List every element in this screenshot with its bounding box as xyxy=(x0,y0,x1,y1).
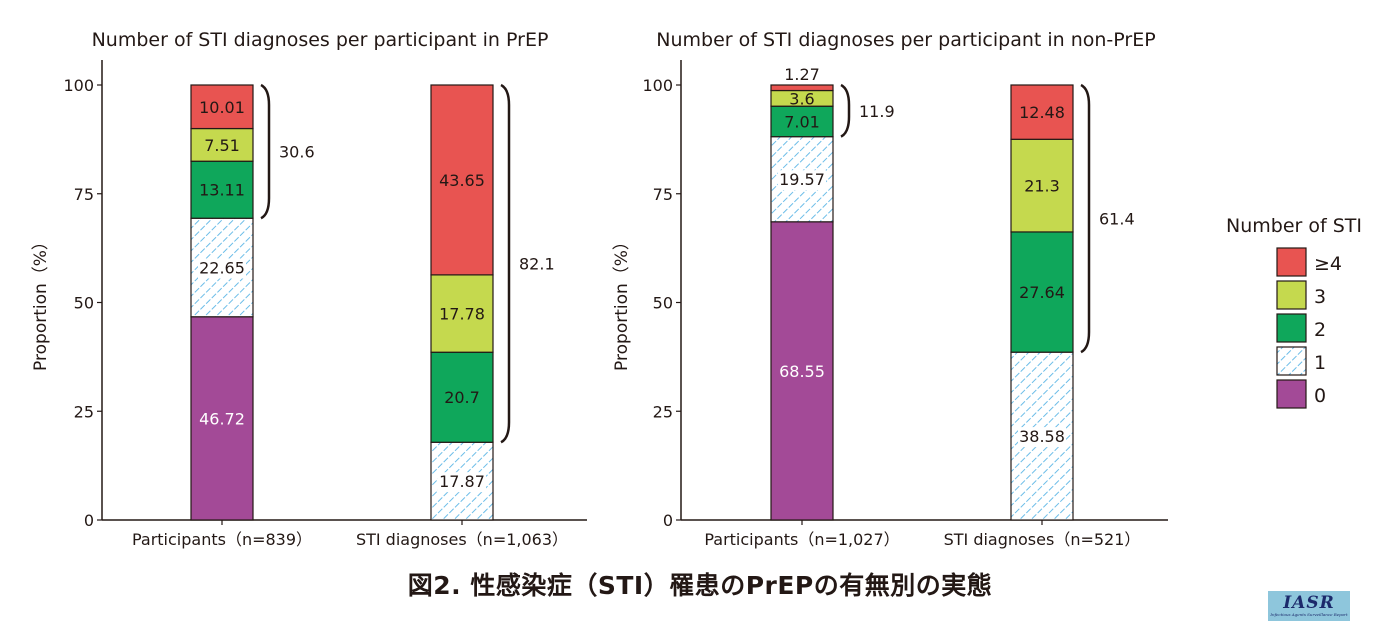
bracket xyxy=(840,83,851,138)
data-label: 17.78 xyxy=(439,305,485,324)
data-label-background xyxy=(438,472,486,493)
data-label: 19.57 xyxy=(779,170,825,189)
data-label: 7.01 xyxy=(784,112,820,131)
y-tick-label: 0 xyxy=(84,511,94,530)
data-label: 27.64 xyxy=(1019,283,1065,302)
data-label-background xyxy=(198,258,246,279)
bracket-label: 30.6 xyxy=(279,143,315,162)
data-label: 17.87 xyxy=(439,472,485,491)
data-label: 22.65 xyxy=(199,259,245,278)
bracket-label: 11.9 xyxy=(859,102,895,121)
y-tick-label: 0 xyxy=(663,511,673,530)
bar-segment-ge4 xyxy=(1010,84,1074,140)
data-label: 12.48 xyxy=(1019,103,1065,122)
data-label: 20.7 xyxy=(444,388,480,407)
bracket xyxy=(260,83,271,220)
legend-label: 1 xyxy=(1314,352,1326,374)
legend-swatch xyxy=(1276,379,1307,409)
bar-segment-2 xyxy=(190,160,254,219)
data-label: 1.27 xyxy=(784,65,820,84)
legend-swatch xyxy=(1276,280,1307,310)
y-axis-label: Proportion（%） xyxy=(612,233,632,371)
bar-segment-ge4 xyxy=(190,84,254,130)
y-tick-label: 100 xyxy=(63,76,94,95)
bar-segment-2 xyxy=(430,351,494,443)
legend-swatch xyxy=(1276,313,1307,343)
chart-panel-prep: Number of STI diagnoses per participant … xyxy=(31,29,587,549)
bar-segment-3 xyxy=(1010,138,1074,233)
y-tick-label: 100 xyxy=(642,76,673,95)
bracket xyxy=(500,83,511,444)
bar-segment-0 xyxy=(190,316,254,521)
bar-segment-ge4 xyxy=(430,84,494,276)
bar-segment-2 xyxy=(1010,231,1074,353)
x-tick-label: STI diagnoses（n=521） xyxy=(944,530,1141,549)
data-label: 38.58 xyxy=(1019,427,1065,446)
y-tick-label: 25 xyxy=(653,402,673,421)
y-axis-label: Proportion（%） xyxy=(31,233,51,371)
x-tick-label: Participants（n=1,027） xyxy=(704,530,899,549)
data-label-background xyxy=(1018,427,1066,448)
y-axis-ticks: 0 25 50 75 100 xyxy=(642,60,1168,530)
bar-segment-3 xyxy=(190,127,254,162)
legend-swatch xyxy=(1276,247,1307,277)
bar-segment-3 xyxy=(430,274,494,353)
legend: Number of STI ≥4 3 2 1 0 xyxy=(1226,215,1362,409)
x-axis-labels: Participants（n=1,027） STI diagnoses（n=521… xyxy=(704,520,1140,549)
legend-swatch xyxy=(1276,346,1307,376)
figure-caption: 図2. 性感染症（STI）罹患のPrEPの有無別の実態 xyxy=(407,571,993,600)
iasr-logo: IASR Infectious Agents Surveillance Repo… xyxy=(1268,591,1350,621)
logo-text: IASR xyxy=(1283,592,1335,613)
legend-label: 2 xyxy=(1314,319,1326,341)
legend-label: ≥4 xyxy=(1314,253,1342,275)
legend-title: Number of STI xyxy=(1226,215,1362,237)
data-label-background xyxy=(778,170,826,191)
logo-subtitle: Infectious Agents Surveillance Report xyxy=(1270,611,1348,617)
y-tick-label: 75 xyxy=(653,185,673,204)
data-label: 7.51 xyxy=(204,136,240,155)
legend-label: 0 xyxy=(1314,385,1326,407)
data-label: 3.6 xyxy=(789,89,814,108)
data-label: 10.01 xyxy=(199,98,245,117)
y-axis-ticks: 0 25 50 75 100 xyxy=(63,60,587,530)
bars: 68.55 19.57 7.01 3.6 1.27 38.58 27.64 21.3 12.48… xyxy=(770,65,1135,521)
data-label: 21.3 xyxy=(1024,177,1060,196)
data-label: 46.72 xyxy=(199,409,245,428)
bracket-label: 61.4 xyxy=(1099,210,1135,229)
chart-title: Number of STI diagnoses per participant … xyxy=(656,29,1155,51)
chart-title: Number of STI diagnoses per participant … xyxy=(92,29,549,51)
data-label: 68.55 xyxy=(779,362,825,381)
data-label: 13.11 xyxy=(199,181,245,200)
x-tick-label: STI diagnoses（n=1,063） xyxy=(356,530,568,549)
bracket xyxy=(1080,83,1091,354)
chart-panel-non-prep: Number of STI diagnoses per participant … xyxy=(612,29,1168,549)
bar-segment-0 xyxy=(770,221,834,521)
y-tick-label: 75 xyxy=(74,185,94,204)
y-tick-label: 50 xyxy=(653,294,673,313)
bracket-label: 82.1 xyxy=(519,255,555,274)
y-tick-label: 50 xyxy=(74,294,94,313)
bars: 46.72 22.65 13.11 7.51 10.01 17.87 20.7 17.78 43… xyxy=(190,83,555,521)
legend-label: 3 xyxy=(1314,286,1326,308)
y-tick-label: 25 xyxy=(74,402,94,421)
bar-segment-2 xyxy=(770,105,834,138)
x-tick-label: Participants（n=839） xyxy=(132,530,312,549)
data-label: 43.65 xyxy=(439,171,485,190)
x-axis-labels: Participants（n=839） STI diagnoses（n=1,063… xyxy=(132,520,568,549)
bar-segment-ge4 xyxy=(770,84,834,92)
